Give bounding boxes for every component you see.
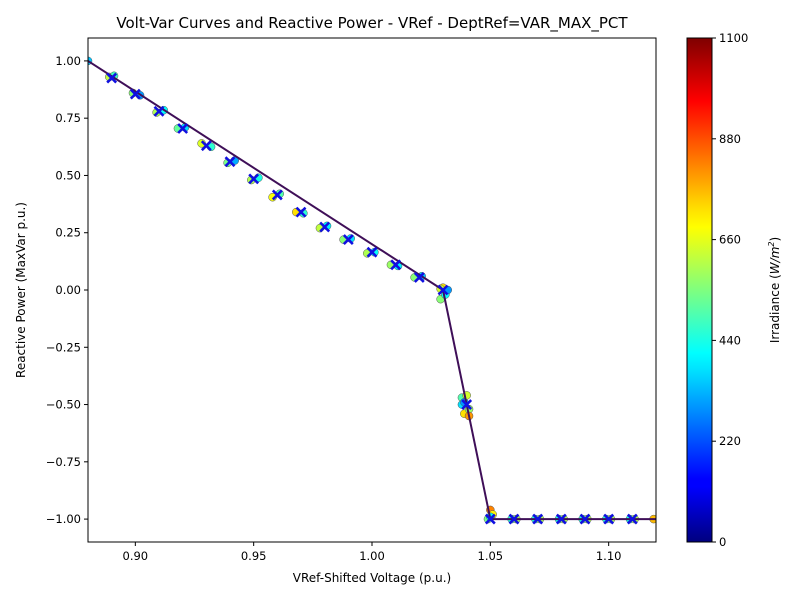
x-tick-label: 1.05 [478, 549, 504, 563]
x-tick-label: 1.10 [596, 549, 622, 563]
x-tick-label: 1.00 [359, 549, 385, 563]
colorbar-tick-label: 660 [719, 233, 741, 247]
colorbar-unit-sup: 2 [767, 242, 776, 247]
y-tick-label: −0.25 [46, 340, 81, 354]
colorbar-tick-label: 1100 [719, 31, 748, 45]
plot-content [88, 56, 656, 525]
x-tick-label: 0.95 [241, 549, 267, 563]
target-marker [295, 206, 307, 218]
target-markers [106, 72, 638, 525]
colorbar-axis: 0 220 440 660 880 1100 [712, 31, 748, 549]
target-marker [177, 123, 189, 134]
target-marker [366, 246, 378, 258]
target-marker [484, 513, 496, 525]
target-marker [129, 88, 141, 100]
chart-title: Volt-Var Curves and Reactive Power - VRe… [116, 14, 628, 33]
target-marker [106, 72, 118, 84]
colorbar-label: Irradiance (W/m2) [767, 237, 782, 343]
y-tick-label: 0.50 [55, 168, 81, 182]
colorbar-tick-label: 0 [719, 535, 726, 549]
x-axis-label: VRef-Shifted Voltage (p.u.) [293, 571, 451, 585]
target-marker [508, 513, 520, 525]
target-marker [413, 271, 425, 283]
y-tick-label: 1.00 [55, 54, 81, 68]
target-marker [248, 173, 260, 185]
x-axis: 0.90 0.95 1.00 1.05 1.10 [123, 542, 622, 563]
target-marker [579, 513, 591, 525]
target-marker [342, 234, 354, 246]
y-tick-label: 0.25 [55, 226, 81, 240]
target-marker [224, 156, 236, 168]
y-tick-label: −0.50 [46, 398, 81, 412]
x-tick-label: 0.90 [123, 549, 149, 563]
y-tick-label: −1.00 [46, 512, 81, 526]
colorbar [686, 37, 713, 543]
target-marker [390, 259, 402, 271]
target-marker [437, 284, 449, 296]
colorbar-tick-label: 440 [719, 333, 741, 347]
colorbar-label-text: Irradiance [768, 283, 782, 343]
colorbar-unit-base: W/m [768, 247, 782, 275]
colorbar-tick-label: 880 [719, 132, 741, 146]
y-axis: 1.00 0.75 0.50 0.25 0.00 −0.25 −0.50 −0.75 −1.00 [46, 54, 88, 526]
target-marker [319, 221, 331, 233]
y-axis-label: Reactive Power (MaxVar p.u.) [14, 202, 28, 378]
colorbar-tick-label: 220 [719, 434, 741, 448]
target-marker [603, 513, 615, 525]
y-tick-label: 0.00 [55, 283, 81, 297]
target-marker [626, 513, 638, 525]
plot-area [88, 38, 656, 542]
target-marker [271, 189, 283, 201]
y-tick-label: −0.75 [46, 455, 81, 469]
target-marker [461, 399, 473, 410]
target-marker [200, 140, 212, 152]
y-tick-label: 0.75 [55, 111, 81, 125]
target-marker [555, 513, 567, 525]
target-marker [532, 513, 544, 525]
target-marker [153, 105, 165, 117]
colorbar-unit-close: ) [768, 237, 782, 242]
